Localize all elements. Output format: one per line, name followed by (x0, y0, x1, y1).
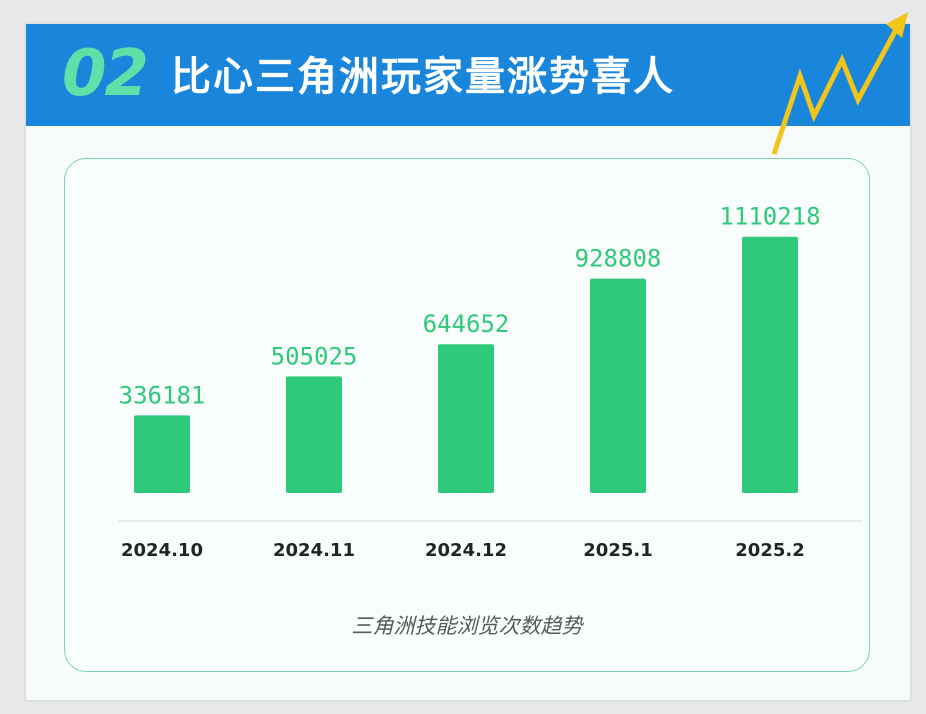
bar-2024.11 (286, 376, 342, 493)
chart-title: 三角洲技能浏览次数趋势 (351, 614, 583, 638)
x-tick-label-2025.2: 2025.2 (735, 540, 804, 561)
x-tick-label-2024.12: 2024.12 (425, 540, 507, 561)
data-label-2025.1: 928808 (575, 245, 662, 273)
data-label-2025.2: 1110218 (719, 203, 820, 231)
bar-2025.1 (590, 278, 646, 493)
x-tick-label-2024.10: 2024.10 (121, 540, 203, 561)
header-title: 比心三角洲玩家量涨势喜人 (171, 54, 675, 100)
header-banner: 02 比心三角洲玩家量涨势喜人 (26, 24, 910, 126)
trend-up-arrow-icon (771, 12, 908, 155)
x-tick-label-2024.11: 2024.11 (273, 540, 355, 561)
bar-2024.12 (438, 344, 494, 493)
bar-2025.2 (742, 236, 798, 494)
x-tick-label-2025.1: 2025.1 (583, 540, 652, 561)
data-label-2024.12: 644652 (423, 310, 510, 338)
data-label-2024.10: 336181 (119, 381, 206, 409)
data-label-2024.11: 505025 (271, 342, 358, 370)
section-number: 02 (62, 37, 149, 111)
bar-2024.10 (134, 415, 190, 493)
